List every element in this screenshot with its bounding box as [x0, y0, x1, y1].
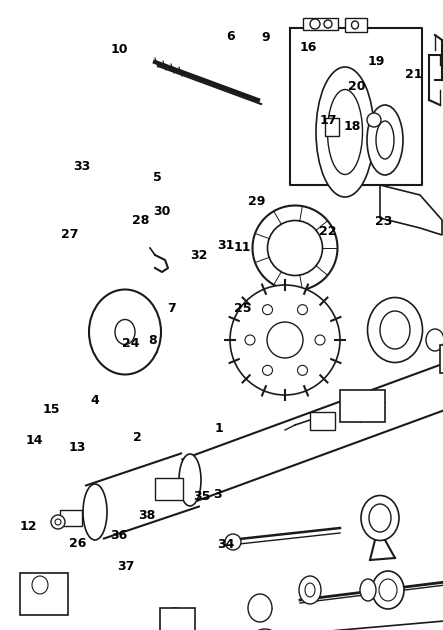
Text: 5: 5 [153, 171, 162, 184]
Ellipse shape [32, 576, 48, 594]
Ellipse shape [380, 311, 410, 349]
Text: 37: 37 [117, 561, 135, 573]
Text: 16: 16 [299, 41, 317, 54]
Ellipse shape [268, 220, 323, 275]
Ellipse shape [360, 579, 376, 601]
Text: 15: 15 [42, 403, 60, 416]
Text: 31: 31 [217, 239, 235, 252]
Text: 3: 3 [213, 488, 222, 501]
Text: 30: 30 [153, 205, 171, 217]
Bar [325, 118, 339, 136]
Circle shape [263, 365, 272, 375]
Ellipse shape [255, 629, 275, 630]
Ellipse shape [179, 454, 201, 506]
Ellipse shape [299, 576, 321, 604]
Text: 29: 29 [248, 195, 266, 208]
Circle shape [263, 305, 272, 315]
Text: 24: 24 [122, 337, 140, 350]
Text: 17: 17 [319, 115, 337, 127]
Circle shape [51, 515, 65, 529]
Text: 23: 23 [374, 215, 392, 228]
Text: 1: 1 [215, 422, 224, 435]
Text: 26: 26 [69, 537, 86, 549]
Text: 7: 7 [167, 302, 176, 315]
Ellipse shape [426, 329, 443, 351]
Text: 10: 10 [111, 43, 128, 55]
Text: 9: 9 [261, 32, 270, 44]
Text: 21: 21 [405, 68, 423, 81]
Text: 2: 2 [133, 432, 142, 444]
Text: 25: 25 [234, 302, 252, 315]
Text: 13: 13 [69, 441, 86, 454]
Bar [60, 510, 82, 526]
Ellipse shape [310, 19, 320, 29]
Text: 34: 34 [217, 539, 235, 551]
Text: 11: 11 [234, 241, 252, 254]
Text: 38: 38 [139, 509, 155, 522]
Ellipse shape [361, 496, 399, 541]
Ellipse shape [248, 594, 272, 622]
Bar [340, 390, 385, 422]
Ellipse shape [115, 319, 135, 345]
Circle shape [315, 335, 325, 345]
Ellipse shape [372, 571, 404, 609]
Bar [160, 608, 195, 630]
Ellipse shape [305, 583, 315, 597]
Ellipse shape [379, 579, 397, 601]
Ellipse shape [368, 297, 423, 362]
Text: 18: 18 [343, 120, 361, 132]
Ellipse shape [351, 21, 358, 29]
Circle shape [55, 519, 61, 525]
Ellipse shape [376, 121, 394, 159]
Text: 6: 6 [226, 30, 235, 43]
Ellipse shape [327, 89, 362, 175]
Text: 20: 20 [348, 81, 365, 93]
Polygon shape [380, 185, 442, 235]
Ellipse shape [324, 20, 332, 28]
Bar [310, 412, 335, 430]
Circle shape [298, 305, 307, 315]
Bar [440, 345, 443, 373]
Text: 36: 36 [110, 529, 127, 542]
Text: 19: 19 [368, 55, 385, 68]
Ellipse shape [165, 608, 185, 630]
Ellipse shape [26, 578, 54, 612]
Ellipse shape [253, 205, 338, 290]
Circle shape [230, 285, 340, 395]
Bar [20, 573, 68, 615]
Circle shape [267, 322, 303, 358]
Circle shape [298, 365, 307, 375]
Ellipse shape [89, 290, 161, 374]
Ellipse shape [83, 484, 107, 540]
Text: 33: 33 [74, 161, 90, 173]
Text: 12: 12 [19, 520, 37, 532]
Bar [155, 478, 183, 500]
Bar [303, 18, 338, 30]
Circle shape [225, 534, 241, 550]
Text: 28: 28 [132, 214, 150, 227]
Circle shape [245, 335, 255, 345]
Text: 4: 4 [91, 394, 100, 406]
Ellipse shape [367, 105, 403, 175]
Ellipse shape [369, 504, 391, 532]
Bar [345, 18, 367, 32]
Circle shape [367, 113, 381, 127]
Text: 27: 27 [61, 228, 79, 241]
Text: 35: 35 [193, 490, 210, 503]
Text: 8: 8 [148, 334, 157, 347]
Text: 22: 22 [319, 226, 337, 238]
Text: 32: 32 [190, 249, 207, 261]
Text: 14: 14 [26, 435, 43, 447]
Ellipse shape [316, 67, 374, 197]
